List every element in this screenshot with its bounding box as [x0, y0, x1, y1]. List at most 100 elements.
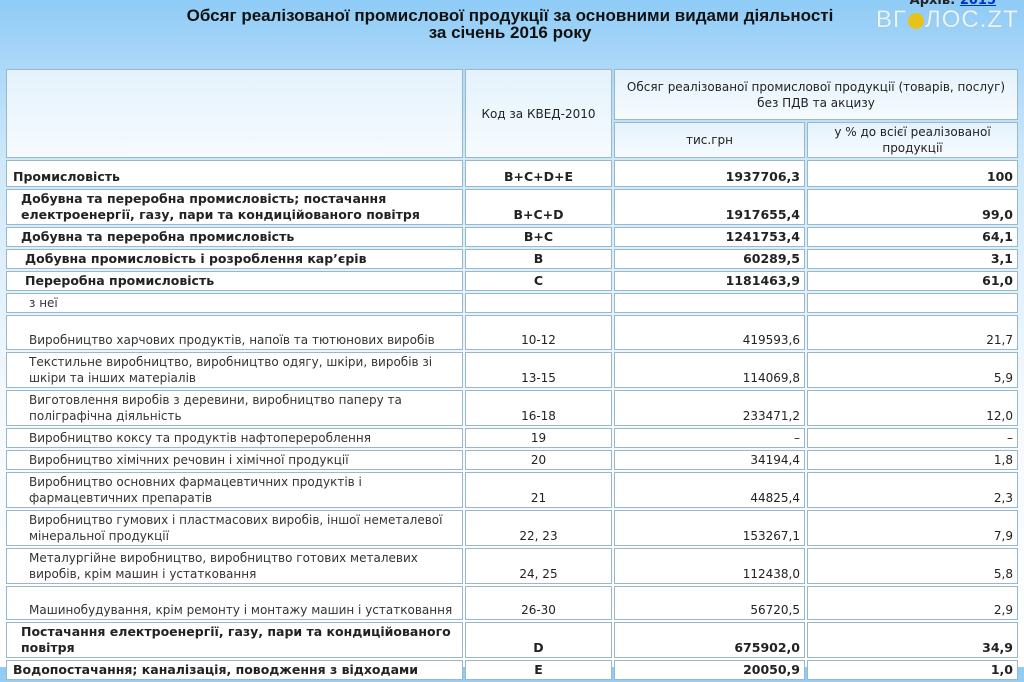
table-row: Добувна та переробна промисловість; пост…	[6, 189, 1018, 225]
cell-value: 34194,4	[614, 450, 805, 470]
table-row: Добувна та переробна промисловість B+C 124…	[6, 227, 1018, 247]
cell-value: 153267,1	[614, 510, 805, 546]
cell-name: Виробництво основних фармацевтичних прод…	[6, 472, 463, 508]
cell-code: 26-30	[465, 586, 612, 620]
cell-code: B	[465, 249, 612, 269]
cell-percent: 7,9	[807, 510, 1018, 546]
table-row: Металургійне виробництво, виробництво го…	[6, 548, 1018, 584]
cell-value: 419593,6	[614, 315, 805, 350]
data-table: Код за КВЕД-2010 Обсяг реалізованої проми…	[4, 67, 1020, 682]
cell-code: 16-18	[465, 390, 612, 426]
cell-name: Переробна промисловість	[6, 271, 463, 291]
cell-percent: 12,0	[807, 390, 1018, 426]
cell-name: Добувна та переробна промисловість	[6, 227, 463, 247]
table-row: Водопостачання; каналізація, поводження …	[6, 660, 1018, 680]
cell-code: 22, 23	[465, 510, 612, 546]
header-group-line2: без ПДВ та акцизу	[757, 95, 875, 110]
cell-percent: 2,3	[807, 472, 1018, 508]
cell-name: з неї	[6, 293, 463, 313]
cell-value: 1917655,4	[614, 189, 805, 225]
cell-value: 1181463,9	[614, 271, 805, 291]
archive-label: Архів:	[909, 0, 956, 8]
table-row: Промисловість B+C+D+E 1937706,3 100	[6, 160, 1018, 187]
cell-code: C	[465, 271, 612, 291]
cell-percent: 5,9	[807, 352, 1018, 388]
site-logo: ВГ ЛОС.ZT	[876, 6, 1019, 33]
cell-name: Виробництво хімічних речовин і хімічної …	[6, 450, 463, 470]
cell-percent: 64,1	[807, 227, 1018, 247]
cell-name: Промисловість	[6, 160, 463, 187]
cell-code: B+C+D+E	[465, 160, 612, 187]
table-row: Постачання електроенергії, газу, пари та…	[6, 622, 1018, 658]
archive-year-link[interactable]: 2015	[959, 0, 996, 8]
cell-code: 13-15	[465, 352, 612, 388]
cell-value: 112438,0	[614, 548, 805, 584]
header-code: Код за КВЕД-2010	[465, 69, 612, 158]
table-row: Виробництво основних фармацевтичних прод…	[6, 472, 1018, 508]
cell-name: Постачання електроенергії, газу, пари та…	[6, 622, 463, 658]
cell-value	[614, 293, 805, 313]
cell-percent: 1,8	[807, 450, 1018, 470]
cell-value: 44825,4	[614, 472, 805, 508]
cell-code	[465, 293, 612, 313]
cell-name: Виготовлення виробів з деревини, виробни…	[6, 390, 463, 426]
title-line-1: Обсяг реалізованої промислової продукції…	[186, 6, 834, 25]
table-row: Текстильне виробництво, виробництво одяг…	[6, 352, 1018, 388]
cell-value: 56720,5	[614, 586, 805, 620]
cell-percent: 34,9	[807, 622, 1018, 658]
cell-code: E	[465, 660, 612, 680]
cell-value: 675902,0	[614, 622, 805, 658]
cell-name: Текстильне виробництво, виробництво одяг…	[6, 352, 463, 388]
cell-name: Добувна промисловість і розроблення кар’…	[6, 249, 463, 269]
table-row: Виробництво хімічних речовин і хімічної …	[6, 450, 1018, 470]
cell-code: 24, 25	[465, 548, 612, 584]
cell-name: Водопостачання; каналізація, поводження …	[6, 660, 463, 680]
cell-percent: 3,1	[807, 249, 1018, 269]
cell-percent: 21,7	[807, 315, 1018, 350]
header-percent: у % до всієї реалізованої продукції	[807, 122, 1018, 158]
cell-value: –	[614, 428, 805, 448]
header-group-line1: Обсяг реалізованої промислової продукції…	[626, 79, 1006, 94]
archive-link: Архів: 2015	[910, 0, 996, 8]
cell-value: 60289,5	[614, 249, 805, 269]
table-row: Виготовлення виробів з деревини, виробни…	[6, 390, 1018, 426]
title-line-2: за січень 2016 року	[428, 23, 592, 42]
speaker-icon	[908, 12, 925, 29]
cell-name: Машинобудування, крім ремонту і монтажу …	[6, 586, 463, 620]
cell-value: 1241753,4	[614, 227, 805, 247]
table-row: Виробництво коксу та продуктів нафтопере…	[6, 428, 1018, 448]
cell-percent	[807, 293, 1018, 313]
header-group: Обсяг реалізованої промислової продукції…	[614, 69, 1018, 120]
cell-value: 114069,8	[614, 352, 805, 388]
cell-percent: 99,0	[807, 189, 1018, 225]
cell-name: Виробництво гумових і пластмасових вироб…	[6, 510, 463, 546]
cell-percent: 2,9	[807, 586, 1018, 620]
cell-percent: 1,0	[807, 660, 1018, 680]
table-row: Виробництво харчових продуктів, напоїв т…	[6, 315, 1018, 350]
header-name	[6, 69, 463, 158]
cell-percent: 100	[807, 160, 1018, 187]
table-row: Машинобудування, крім ремонту і монтажу …	[6, 586, 1018, 620]
cell-code: B+C	[465, 227, 612, 247]
cell-value: 233471,2	[614, 390, 805, 426]
cell-code: 21	[465, 472, 612, 508]
page-title: Обсяг реалізованої промислової продукції…	[150, 7, 870, 41]
cell-percent: –	[807, 428, 1018, 448]
cell-name: Виробництво харчових продуктів, напоїв т…	[6, 315, 463, 350]
cell-value: 1937706,3	[614, 160, 805, 187]
cell-name: Добувна та переробна промисловість; пост…	[6, 189, 463, 225]
cell-percent: 5,8	[807, 548, 1018, 584]
cell-code: D	[465, 622, 612, 658]
cell-code: 19	[465, 428, 612, 448]
cell-name: Металургійне виробництво, виробництво го…	[6, 548, 463, 584]
cell-code: 10-12	[465, 315, 612, 350]
table-row: Виробництво гумових і пластмасових вироб…	[6, 510, 1018, 546]
cell-code: B+C+D	[465, 189, 612, 225]
cell-name: Виробництво коксу та продуктів нафтопере…	[6, 428, 463, 448]
cell-percent: 61,0	[807, 271, 1018, 291]
table-row: Переробна промисловість C 1181463,9 61,0	[6, 271, 1018, 291]
table-row: з неї	[6, 293, 1018, 313]
header-value: тис.грн	[614, 122, 805, 158]
cell-value: 20050,9	[614, 660, 805, 680]
cell-code: 20	[465, 450, 612, 470]
